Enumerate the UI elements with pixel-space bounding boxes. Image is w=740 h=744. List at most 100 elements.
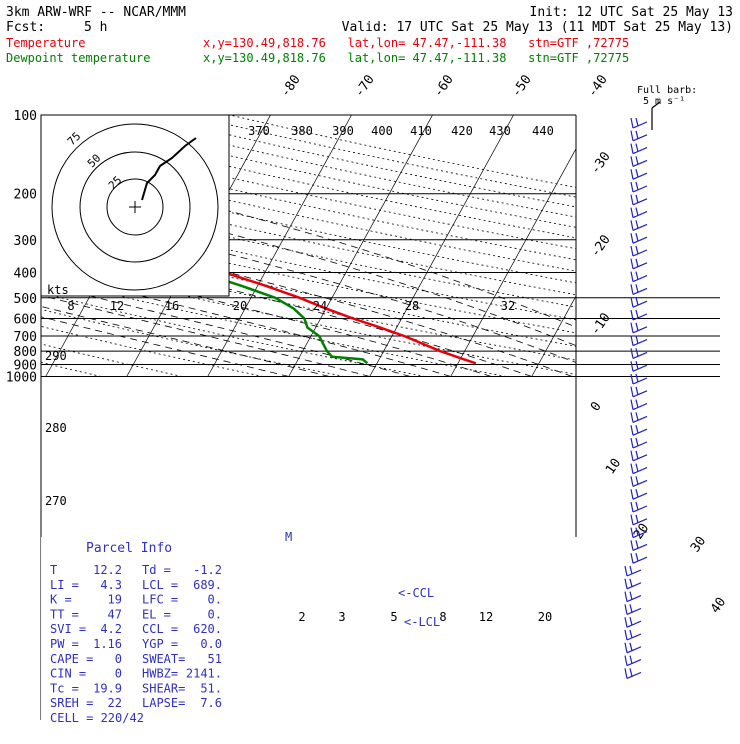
wind-barb-feather: [636, 464, 638, 472]
parcel-row-5-col-2: YGP =: [142, 637, 178, 651]
parcel-row-1-col-0: LI =: [50, 578, 79, 592]
isotherm-0: [370, 115, 514, 377]
isotherm--10: [289, 115, 433, 377]
wind-barb-feather: [631, 220, 633, 230]
wind-barb-staff: [633, 429, 647, 435]
wind-barb-feather: [631, 540, 633, 550]
wind-barb-feather: [631, 246, 633, 256]
parcel-row-1-col-1: 4.3: [100, 578, 122, 592]
mixing-ratio-label-8: 8: [439, 610, 446, 624]
parcel-row-0-col-1: 12.2: [93, 563, 122, 577]
wind-barb-feather: [636, 144, 638, 152]
mixing-ratio-label-12: 12: [479, 610, 493, 624]
parcel-row-6-col-2: SWEAT=: [142, 652, 185, 666]
mixing-ratio-label-5: 5: [390, 610, 397, 624]
wind-barb-staff: [633, 224, 647, 230]
valid-time: Valid: 17 UTC Sat 25 May 13 (11 MDT Sat …: [342, 20, 733, 35]
parcel-row-3-col-2: EL =: [142, 607, 171, 621]
theta-label-270: 270: [45, 494, 67, 508]
wind-barb-feather: [631, 438, 633, 448]
parcel-row-8-col-3: 51.: [200, 681, 222, 695]
barb-key-title: Full barb:: [637, 85, 697, 96]
wind-barb-staff: [633, 314, 647, 320]
ccl-marker: <-CCL: [398, 586, 434, 600]
legend-dewpoint-info: x,y=130.49,818.76 lat,lon= 47.47,-111.38…: [203, 51, 629, 65]
wind-barb-feather: [631, 131, 633, 141]
wind-barb-feather: [630, 617, 632, 625]
temp-tick-0: 0: [588, 399, 605, 414]
wind-barb-feather: [625, 566, 627, 576]
wind-barb-feather: [631, 336, 633, 346]
wind-barb-feather: [636, 515, 638, 523]
wind-barb-feather: [631, 476, 633, 486]
fcst-value: 5 h: [84, 20, 107, 35]
wind-barb-staff: [633, 237, 647, 243]
legend-dewpoint-name: Dewpoint temperature: [6, 51, 151, 65]
legend-temperature-info: x,y=130.49,818.76 lat,lon= 47.47,-111.38…: [203, 36, 629, 50]
parcel-row-0-col-2: Td =: [142, 563, 171, 577]
theta-e-label-420: 420: [451, 124, 473, 138]
wind-barb-feather: [636, 233, 638, 241]
inset-speed-label-8: 8: [67, 299, 74, 313]
wind-barb-feather: [636, 438, 638, 446]
wind-barb-feather: [636, 131, 638, 139]
wind-barb-feather: [636, 374, 638, 382]
parcel-row-5-col-0: PW =: [50, 637, 79, 651]
wind-barb-staff: [633, 288, 647, 294]
pressure-tick-500: 500: [14, 292, 37, 307]
parcel-row-9-col-3: 7.6: [200, 696, 222, 710]
wind-barb-staff: [633, 263, 647, 269]
isotherm-40: [694, 115, 740, 377]
wind-barb-feather: [636, 259, 638, 267]
theta-e-label-410: 410: [410, 124, 432, 138]
wind-barb-feather: [636, 182, 638, 190]
wind-barb-feather: [625, 579, 627, 589]
dry-adiabat-440: [146, 115, 740, 377]
wind-barb-staff: [627, 583, 641, 589]
inset-speed-label-16: 16: [165, 299, 179, 313]
wind-barb-staff: [633, 122, 647, 128]
parcel-row-1-col-2: LCL =: [142, 578, 178, 592]
wind-barb-staff: [633, 557, 647, 563]
wind-barb-staff: [627, 608, 641, 614]
theta-e-label-380: 380: [291, 124, 313, 138]
wind-barb-feather: [631, 208, 633, 218]
wind-barb-feather: [625, 630, 627, 640]
wind-barb-feather: [636, 502, 638, 510]
temp-tick--50: -50: [509, 72, 535, 100]
parcel-row-3-col-0: TT =: [50, 607, 79, 621]
parcel-row-3-col-3: 0.: [208, 607, 222, 621]
wind-barb-feather: [625, 656, 627, 666]
parcel-row-8-col-1: 19.9: [93, 681, 122, 695]
wind-barb-feather: [631, 144, 633, 154]
wind-barb-feather: [636, 553, 638, 561]
mixing-ratio-label-3: 3: [338, 610, 345, 624]
wind-barb-staff: [633, 135, 647, 141]
wind-barb-staff: [633, 327, 647, 333]
wind-barb-feather: [631, 182, 633, 192]
parcel-row-1-col-3: 689.: [193, 578, 222, 592]
parcel-row-0-col-0: T: [50, 563, 57, 577]
wind-barb-feather: [636, 336, 638, 344]
wind-barb-staff: [627, 634, 641, 640]
parcel-row-0-col-3: -1.2: [193, 563, 222, 577]
wind-barb-feather: [636, 361, 638, 369]
theta-e-label-400: 400: [371, 124, 393, 138]
wind-barb-staff: [633, 160, 647, 166]
inset-unit-label: kts: [47, 283, 69, 297]
theta-e-label-390: 390: [332, 124, 354, 138]
pressure-tick-300: 300: [14, 234, 37, 249]
wind-barb-feather: [636, 118, 638, 126]
wind-barb-staff: [633, 365, 647, 371]
wind-barb-feather: [630, 604, 632, 612]
wind-barb-staff: [633, 199, 647, 205]
temp-tick--10: -10: [588, 310, 614, 338]
lcl-marker: <-LCL: [404, 615, 440, 629]
wind-barb-feather: [631, 259, 633, 269]
parcel-row-4-col-0: SVI =: [50, 622, 86, 636]
parcel-row-6-col-0: CAPE =: [50, 652, 93, 666]
wind-barb-feather: [630, 592, 632, 600]
wind-barb-staff: [633, 173, 647, 179]
inset-speed-label-28: 28: [405, 299, 419, 313]
wind-barb-staff: [633, 480, 647, 486]
